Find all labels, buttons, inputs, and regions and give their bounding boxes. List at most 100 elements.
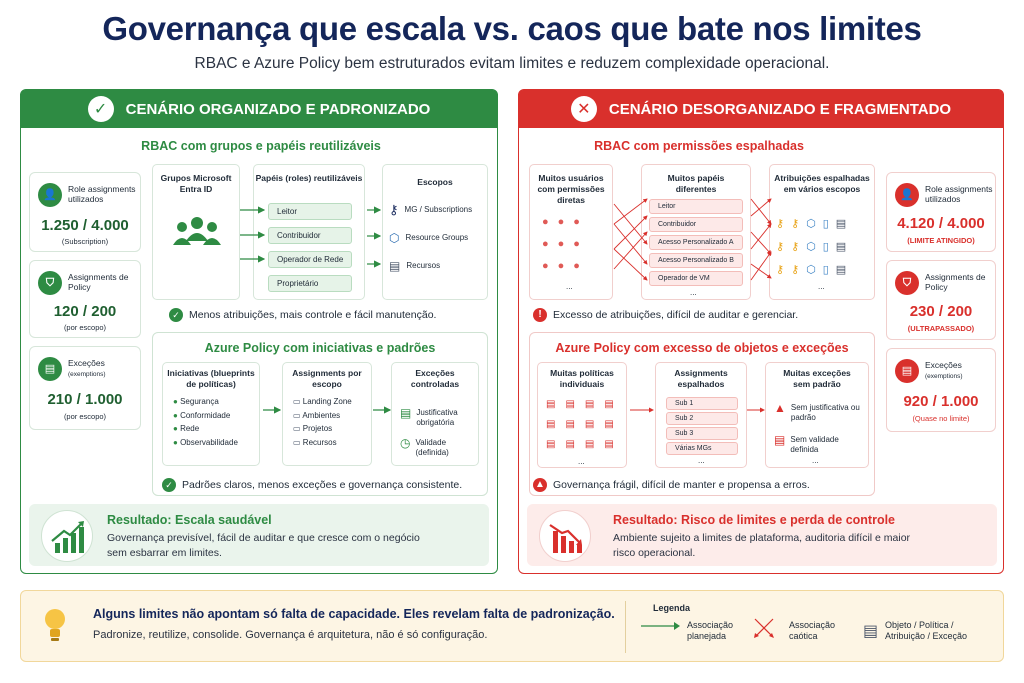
stat-sub: (ULTRAPASSADO) — [907, 324, 975, 333]
check-circle-icon: ✓ — [162, 478, 176, 492]
policy-note: ✓ Padrões claros, menos exceções e govern… — [162, 478, 462, 492]
rbac-note: ! Excesso de atribuições, difícil de audi… — [533, 308, 798, 322]
exception-label: Sem validade definida — [790, 435, 839, 454]
initiatives-title: Iniciativas (blueprints de políticas) — [163, 368, 259, 390]
assign-pill: Sub 2 — [666, 412, 738, 425]
exception-item: ▤ Sem validade definida — [774, 433, 866, 455]
rbac-note-text: Menos atribuições, mais controle e fácil… — [189, 309, 437, 321]
assign-item: ▭ Recursos — [293, 436, 352, 450]
attributions-grid: ⚷⚷⬡▯▤ ⚷⚷⬡▯▤ ⚷⚷⬡▯▤ — [776, 213, 872, 282]
database-icon: ▯ — [822, 241, 836, 253]
legend-chaotic: Associação caótica — [789, 620, 836, 641]
tag-icon: ▭ — [293, 424, 301, 433]
fragmented-header-label: CENÁRIO DESORGANIZADO E FRAGMENTADO — [608, 100, 952, 118]
stat-exemptions: ▤ Exceções (exemptions) 210 / 1.000 (por… — [29, 346, 141, 430]
initiative-label: Conformidade — [180, 410, 231, 420]
key-icon: ⚷ — [776, 241, 792, 253]
footer-headline: Alguns limites não apontam só falta de c… — [93, 607, 615, 621]
policy-row: ▤▤▤▤ — [546, 399, 624, 410]
role-pill: Operador de Rede — [268, 251, 352, 268]
assign-item: ▭ Landing Zone — [293, 395, 352, 409]
stat-label-wrap: Exceções (exemptions) — [925, 360, 995, 382]
document-icon: ▤ — [38, 357, 62, 381]
organized-panel: ✓ CENÁRIO ORGANIZADO E PADRONIZADO RBAC … — [20, 89, 498, 574]
exceptions-title: Exceções controladas — [410, 368, 460, 389]
groups-box: Grupos Microsoft Entra ID — [152, 164, 240, 300]
tag-icon: ▭ — [293, 437, 301, 447]
role-pill: Acesso Personalizado A — [649, 235, 743, 250]
exception-item: ▲ Sem justificativa ou padrão — [774, 401, 866, 423]
ellipsis: ... — [566, 282, 573, 291]
stat-policy-assignments: ⛉ Assignments de Policy 120 / 200 (por e… — [29, 260, 141, 338]
assign-label: Ambientes — [302, 410, 341, 420]
fragmented-header: ✕ CENÁRIO DESORGANIZADO E FRAGMENTADO — [519, 90, 1003, 128]
stat-value: 920 / 1.000 — [903, 393, 979, 410]
policy-row: ▤▤▤▤ — [546, 439, 624, 450]
exception-item: ◷ Validade (definida) — [400, 437, 478, 458]
initiative-item: ● Rede — [173, 422, 238, 436]
page-subtitle: RBAC e Azure Policy bem estruturados evi… — [194, 55, 830, 72]
database-icon: ▯ — [822, 264, 836, 276]
policy-section-title: Azure Policy com iniciativas e padrões — [204, 341, 436, 355]
stat-sub: (Quase no limite) — [912, 414, 970, 423]
attribution-row: ⚷⚷⬡▯▤ — [776, 236, 872, 259]
chaotic-arrows — [613, 198, 772, 281]
exception-label: Sem justificativa ou padrão — [790, 403, 860, 422]
stat-label: Role assignments utilizados — [925, 184, 993, 204]
server-icon: ▤ — [835, 218, 854, 230]
document-icon: ▤ — [774, 433, 786, 447]
policy-note-text: Padrões claros, menos exceções e governa… — [182, 479, 463, 491]
close-icon: ✕ — [570, 96, 597, 122]
server-icon: ▤ — [389, 259, 401, 273]
resource-group-icon: ⬡ — [806, 264, 823, 276]
key-icon: ⚷ — [791, 264, 807, 276]
planned-arrow-icon — [641, 619, 681, 633]
role-pill: Leitor — [268, 203, 352, 220]
assigns-title: Assignments espalhados — [674, 368, 728, 389]
exception-item: ▤ Justificativa obrigatória — [400, 407, 478, 428]
ellipsis: ... — [812, 456, 819, 465]
assign-label: Landing Zone — [302, 397, 352, 406]
database-icon: ▯ — [822, 218, 836, 230]
scope-label: MG / Subscriptions — [404, 205, 473, 214]
assign-pill: Sub 3 — [666, 427, 738, 440]
footer-text: Padronize, reutilize, consolide. Governa… — [93, 629, 488, 641]
shield-icon: ⛉ — [38, 271, 62, 295]
page-title: Governança que escala vs. caos que bate … — [102, 10, 922, 47]
stat-sub: (LIMITE ATINGIDO) — [907, 236, 975, 245]
attribution-row: ⚷⚷⬡▯▤ — [776, 259, 872, 282]
stat-value: 120 / 200 — [53, 303, 117, 320]
initiative-label: Segurança — [180, 397, 219, 406]
roles-box: Papéis (roles) reutilizáveis Leitor Cont… — [253, 164, 365, 300]
key-icon: ⚷ — [791, 241, 807, 253]
initiative-item: ● Segurança — [173, 395, 238, 409]
policies-title: Muitas políticas individuais — [550, 368, 614, 389]
result-title: Resultado: Risco de limites e perda de c… — [613, 513, 896, 527]
footer-note: Alguns limites não apontam só falta de c… — [20, 590, 1004, 662]
initiatives-box: Iniciativas (blueprints de políticas) ● … — [162, 362, 260, 466]
result-text: Ambiente sujeito a limites de plataforma… — [613, 532, 911, 559]
stat-value: 210 / 1.000 — [47, 391, 123, 408]
ellipsis: ... — [690, 288, 697, 297]
stat-label: Assignments de Policy — [68, 272, 129, 292]
ellipsis: ... — [578, 457, 585, 466]
roles-title: Papéis (roles) reutilizáveis — [255, 173, 363, 183]
assign-label: Recursos — [302, 437, 337, 447]
user-icon: ●●● — [542, 216, 589, 228]
assign-item: ▭ Ambientes — [293, 409, 352, 423]
server-icon: ▤ — [835, 241, 854, 253]
resource-group-icon: ⬡ — [806, 241, 823, 253]
users-grid: ●●● ●●● ●●● — [542, 211, 608, 277]
ellipsis: ... — [698, 456, 705, 465]
exception-label: Validade (definida) — [415, 438, 449, 457]
scope-label: Resource Groups — [405, 233, 469, 242]
exceptions-box: Muitas exceções sem padrão ▲ Sem justific… — [765, 362, 869, 468]
user-icon: 👤 — [38, 183, 62, 207]
result-box: Resultado: Risco de limites e perda de c… — [527, 504, 997, 566]
key-icon: ⚷ — [776, 218, 792, 230]
rbac-section-title: RBAC com grupos e papéis reutilizáveis — [141, 139, 381, 153]
warning-icon: ▲ — [774, 401, 786, 415]
key-icon: ⚷ — [776, 264, 792, 276]
document-icon: ▤ — [863, 623, 879, 640]
ellipsis: ... — [818, 282, 825, 291]
